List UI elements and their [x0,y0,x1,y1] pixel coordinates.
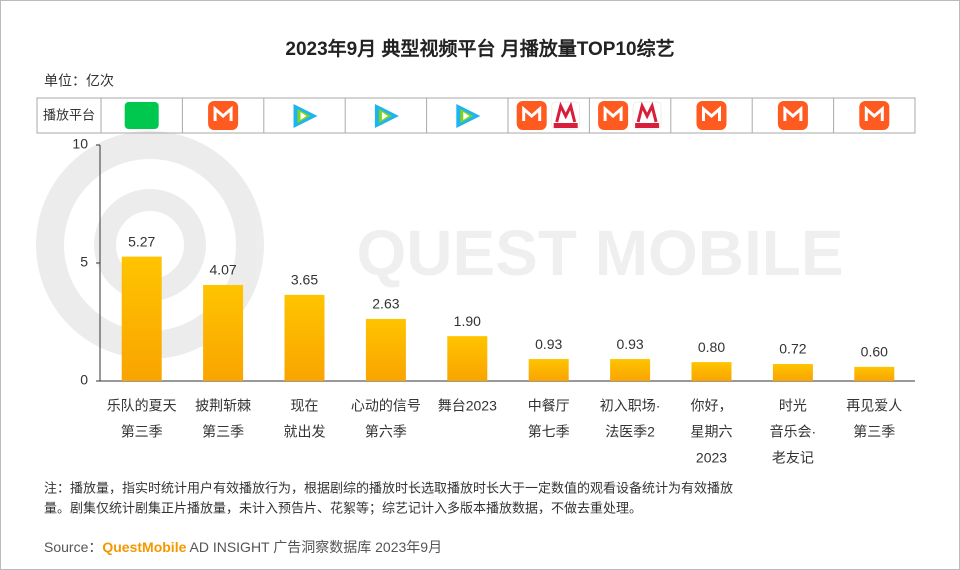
bar [854,366,895,381]
logo-shape [381,112,388,120]
platform-logo [598,101,629,130]
y-tick-label: 10 [72,136,88,152]
x-tick-label: 你好， [691,398,733,414]
platform-logo [777,101,808,130]
x-tick-label: 第三季 [202,424,244,440]
platform-logo [124,102,159,129]
bar [528,359,569,381]
platform-logo [696,101,727,130]
logo-shape [213,105,233,121]
bar [772,364,813,381]
logo-shape [463,112,470,120]
x-tick-label: 现在 [291,398,319,414]
value-label: 2.63 [372,296,399,312]
logo-shape [864,105,884,121]
value-label: 0.60 [861,344,888,360]
logo-shape [603,105,623,121]
y-tick-label: 0 [80,372,88,388]
x-tick-label: 心动的信号 [351,398,421,414]
x-tick-label: 第七季 [528,424,570,440]
bar [447,336,488,381]
x-tick-label: 第三季 [853,424,895,440]
value-label: 5.27 [128,233,155,249]
y-tick-label: 5 [80,254,88,270]
source-label: Source： [44,539,102,555]
note-line: 注：播放量，指实时统计用户有效播放行为，根据剧综的播放时长选取播放时长大于一定数… [44,480,733,495]
watermark: QUEST MOBILE [356,217,843,289]
logo-shape [522,105,542,121]
x-tick-label: 法医季2 [605,424,655,440]
platform-logo [859,101,890,130]
x-tick-label: 第三季 [121,424,163,440]
platform-table [36,97,916,134]
source-text: AD INSIGHT 广告洞察数据库 2023年9月 [186,539,442,555]
platform-logo [516,101,547,130]
platform-logo [551,101,581,130]
note-line: 量。剧集仅统计剧集正片播放量，未计入预告片、花絮等；综艺记计入多版本播放数据，不… [44,500,642,516]
logo-shape [300,112,307,120]
unit-label: 单位：亿次 [44,73,114,89]
x-tick-label: 乐队的夏天 [107,398,177,414]
value-label: 1.90 [454,313,481,329]
platform-logo [374,104,399,128]
bar [610,359,651,381]
value-label: 3.65 [291,272,318,288]
platform-logo [293,104,318,128]
value-label: 4.07 [209,262,236,278]
bar [121,256,162,381]
logo-shape [553,123,578,128]
x-tick-label: 老友记 [772,450,814,466]
logo-shape [555,101,577,123]
bar [203,284,244,381]
source-brand: QuestMobile [102,539,186,555]
bar [284,294,325,381]
x-tick-label: 舞台2023 [438,398,497,414]
chart-title: 2023年9月 典型视频平台 月播放量TOP10综艺 [285,37,674,60]
logo-shape [635,123,660,128]
x-tick-label: 初入职场· [600,398,661,414]
platform-logo [456,104,481,128]
bar [365,318,406,381]
x-tick-label: 再见爱人 [846,398,902,414]
x-tick-label: 时光 [779,398,807,414]
logo-shape [636,101,658,123]
logo-shape [702,105,721,121]
value-label: 0.80 [698,339,725,355]
x-tick-label: 第六季 [365,424,407,440]
source: Source：QuestMobile AD INSIGHT 广告洞察数据库 20… [44,539,442,555]
platform-header: 播放平台 [43,107,95,122]
value-label: 0.93 [616,336,643,352]
x-tick-label: 中餐厅 [528,398,570,414]
platform-logo [208,101,239,130]
value-label: 0.93 [535,336,562,352]
logo-shape [783,105,803,121]
value-label: 0.72 [779,341,806,357]
x-tick-label: 披荆斩棘 [195,398,251,414]
x-tick-label: 音乐会· [770,424,817,440]
x-tick-label: 星期六 [691,424,733,440]
x-tick-label: 就出发 [284,424,326,440]
bar [691,362,732,381]
platform-logo [632,101,662,130]
x-tick-label: 2023 [696,450,727,466]
